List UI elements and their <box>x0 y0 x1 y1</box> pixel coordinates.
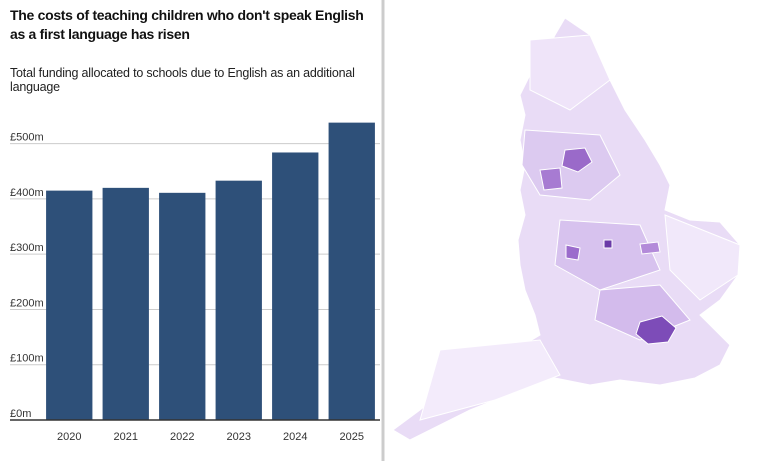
map-region <box>554 219 661 291</box>
y-tick-label: £300m <box>10 242 44 254</box>
y-tick-label: £100m <box>10 353 44 365</box>
bar <box>102 187 149 420</box>
y-tick-label: £400m <box>10 187 44 199</box>
bar <box>46 190 93 420</box>
map-hotspot <box>539 167 563 191</box>
y-tick-label: £0m <box>10 408 31 420</box>
map-hotspot <box>639 241 661 255</box>
chart-subtitle: Total funding allocated to schools due t… <box>10 66 355 94</box>
y-tick-label: £500m <box>10 132 44 144</box>
bar <box>272 152 319 421</box>
x-tick-label: 2023 <box>227 431 251 443</box>
x-tick-label: 2021 <box>114 431 138 443</box>
map-hotspot <box>603 239 613 249</box>
map-region <box>664 214 741 301</box>
map <box>392 17 741 441</box>
map-hotspot <box>565 244 581 261</box>
map-region <box>419 339 561 421</box>
x-tick-label: 2024 <box>283 431 307 443</box>
map-london <box>635 315 677 345</box>
bar <box>328 122 375 421</box>
map-region <box>529 34 611 111</box>
chart-title: The costs of teaching children who don't… <box>10 7 364 42</box>
x-tick-label: 2020 <box>57 431 81 443</box>
map-hotspot <box>561 147 593 173</box>
bar <box>215 180 262 420</box>
y-tick-label: £200m <box>10 297 44 309</box>
bar <box>159 192 206 420</box>
x-tick-label: 2025 <box>340 431 364 443</box>
x-tick-label: 2022 <box>170 431 194 443</box>
